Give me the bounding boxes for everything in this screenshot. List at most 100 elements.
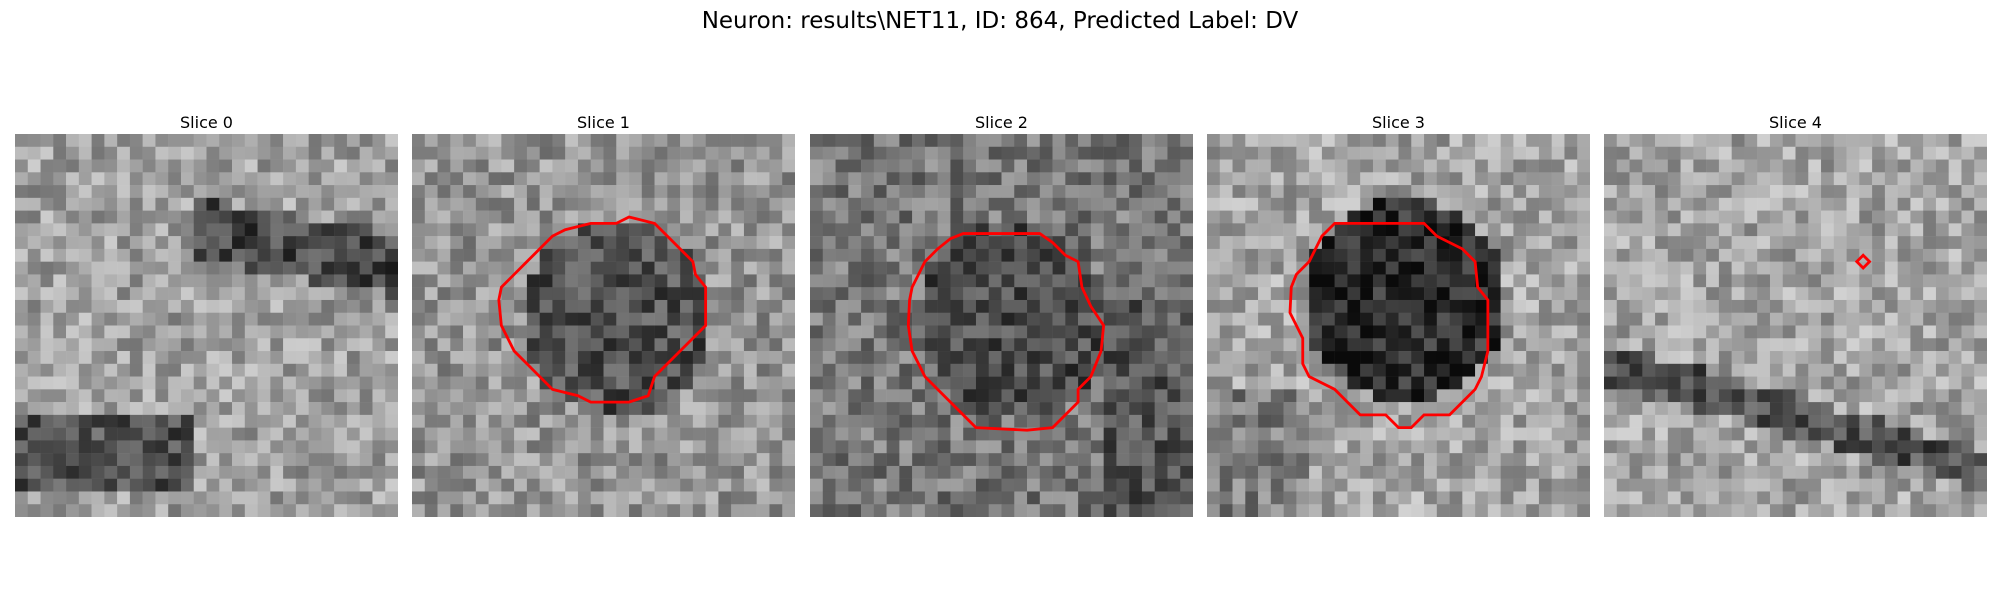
image-pixel [1424, 134, 1438, 148]
image-pixel [810, 210, 824, 224]
image-pixel [1065, 236, 1079, 250]
image-pixel [1296, 172, 1310, 186]
image-pixel [129, 261, 143, 275]
image-pixel [1897, 197, 1911, 211]
image-pixel [1769, 210, 1783, 224]
image-pixel [385, 287, 398, 301]
image-pixel [1897, 402, 1911, 416]
image-pixel [1731, 210, 1745, 224]
image-pixel [1538, 185, 1552, 199]
image-pixel [603, 402, 617, 416]
image-pixel [1154, 287, 1168, 301]
image-pixel [1321, 159, 1335, 173]
image-pixel [1974, 146, 1987, 160]
image-pixel [334, 351, 348, 365]
image-pixel [1436, 414, 1450, 428]
image-pixel [1897, 363, 1911, 377]
image-pixel [629, 338, 643, 352]
image-pixel [1027, 134, 1041, 148]
image-pixel [295, 504, 309, 517]
image-pixel [1001, 325, 1015, 339]
image-pixel [680, 134, 694, 148]
image-pixel [117, 299, 131, 313]
image-pixel [1604, 210, 1618, 224]
image-pixel [1039, 274, 1053, 288]
image-pixel [321, 491, 335, 505]
image-pixel [180, 134, 194, 148]
image-pixel [1116, 172, 1130, 186]
image-pixel [975, 287, 989, 301]
image-pixel [552, 261, 566, 275]
image-pixel [1642, 402, 1656, 416]
image-pixel [1462, 223, 1476, 237]
image-pixel [1948, 274, 1962, 288]
image-pixel [1154, 159, 1168, 173]
image-pixel [206, 465, 220, 479]
image-pixel [1859, 338, 1873, 352]
image-pixel [359, 134, 373, 148]
image-pixel [1846, 223, 1860, 237]
image-pixel [1526, 491, 1540, 505]
image-pixel [565, 159, 579, 173]
image-pixel [756, 299, 770, 313]
image-pixel [1974, 172, 1987, 186]
image-pixel [577, 248, 591, 262]
image-pixel [782, 134, 795, 148]
image-pixel [886, 351, 900, 365]
image-pixel [1283, 453, 1297, 467]
image-pixel [1283, 185, 1297, 199]
image-pixel [219, 402, 233, 416]
image-pixel [1757, 427, 1771, 441]
image-pixel [1296, 453, 1310, 467]
image-pixel [603, 465, 617, 479]
image-pixel [1846, 389, 1860, 403]
image-pixel [1449, 185, 1463, 199]
image-pixel [705, 210, 719, 224]
image-pixel [616, 261, 630, 275]
image-pixel [1027, 159, 1041, 173]
image-pixel [552, 274, 566, 288]
image-pixel [1475, 491, 1489, 505]
image-pixel [1014, 299, 1028, 313]
image-pixel [718, 427, 732, 441]
image-pixel [385, 351, 398, 365]
image-pixel [539, 134, 553, 148]
image-pixel [1296, 146, 1310, 160]
image-pixel [526, 504, 540, 517]
image-pixel [168, 197, 182, 211]
image-pixel [1935, 146, 1949, 160]
image-pixel [334, 402, 348, 416]
image-pixel [1219, 504, 1233, 517]
image-pixel [1833, 414, 1847, 428]
image-pixel [1667, 146, 1681, 160]
image-pixel [1513, 402, 1527, 416]
image-pixel [1411, 223, 1425, 237]
image-pixel [616, 287, 630, 301]
image-pixel [346, 351, 360, 365]
image-pixel [1180, 465, 1193, 479]
image-pixel [1577, 261, 1590, 275]
image-pixel [1872, 363, 1886, 377]
image-pixel [1795, 453, 1809, 467]
image-pixel [539, 185, 553, 199]
image-pixel [937, 478, 951, 492]
image-pixel [40, 159, 54, 173]
image-pixel [1897, 223, 1911, 237]
image-pixel [603, 414, 617, 428]
image-pixel [873, 504, 887, 517]
image-pixel [590, 414, 604, 428]
image-pixel [501, 223, 515, 237]
image-pixel [1718, 427, 1732, 441]
image-pixel [1731, 389, 1745, 403]
image-pixel [1167, 299, 1181, 313]
image-pixel [603, 197, 617, 211]
image-pixel [705, 159, 719, 173]
image-pixel [1629, 197, 1643, 211]
image-pixel [590, 440, 604, 454]
image-pixel [1296, 376, 1310, 390]
image-pixel [1718, 478, 1732, 492]
image-pixel [641, 363, 655, 377]
image-pixel [117, 197, 131, 211]
image-pixel [1180, 478, 1193, 492]
image-pixel [180, 389, 194, 403]
